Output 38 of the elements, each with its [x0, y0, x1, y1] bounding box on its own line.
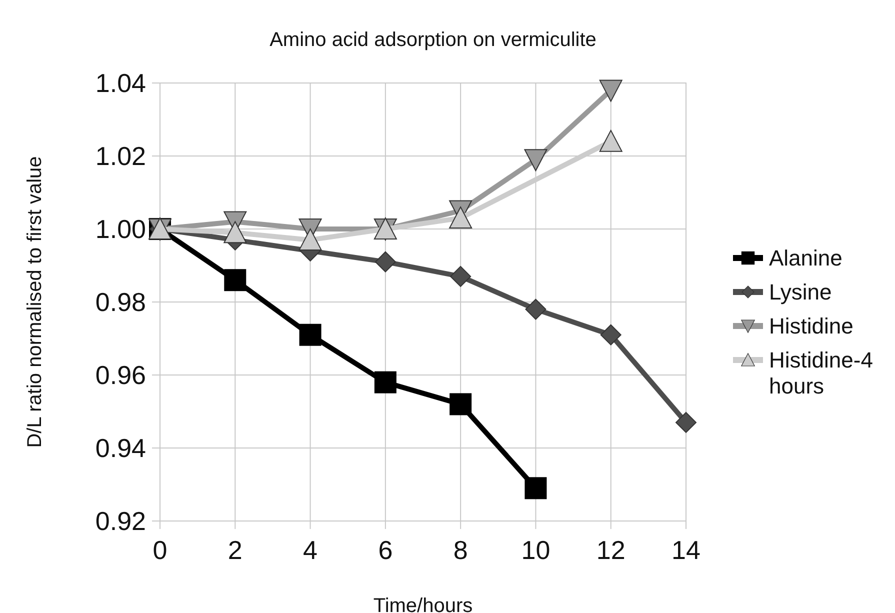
- y-tick-label: 1.04: [95, 68, 146, 98]
- legend-label: Histidine-4 hours: [769, 348, 873, 399]
- point: [525, 298, 546, 320]
- point: [676, 412, 696, 433]
- point: [599, 130, 622, 152]
- point: [449, 206, 472, 229]
- point: [299, 324, 322, 346]
- y-tick-label: 0.94: [95, 433, 146, 464]
- point: [524, 477, 547, 500]
- point: [450, 393, 472, 416]
- y-tick-label: 0.98: [95, 287, 146, 318]
- y-tick-label: 0.92: [95, 506, 146, 536]
- x-tick-label: 10: [521, 535, 550, 565]
- point: [298, 228, 322, 250]
- x-axis-title: Time/hours: [373, 595, 473, 613]
- chart-title: Amino acid adsorption on vermiculite: [270, 29, 596, 51]
- legend-label: Histidine: [769, 314, 854, 339]
- y-axis-title: D/L ratio normalised to first value: [24, 156, 46, 448]
- point: [224, 269, 246, 292]
- point: [374, 371, 396, 394]
- point: [524, 149, 548, 172]
- x-tick-label: 0: [152, 535, 168, 565]
- point: [450, 266, 472, 287]
- point: [224, 221, 247, 244]
- point: [599, 80, 622, 102]
- x-tick-label: 2: [228, 535, 242, 565]
- y-tick-label: 1.02: [95, 141, 146, 172]
- y-tick-label: 1.00: [95, 214, 146, 244]
- x-tick-label: 12: [596, 535, 626, 565]
- x-tick-label: 14: [672, 535, 700, 565]
- x-tick-label: 8: [453, 535, 468, 565]
- point: [374, 251, 396, 272]
- legend-label: Lysine: [769, 280, 832, 305]
- legend-label: Alanine: [769, 246, 842, 271]
- y-tick-label: 0.96: [95, 360, 146, 390]
- point: [600, 324, 622, 346]
- x-tick-label: 4: [303, 535, 318, 565]
- x-tick-label: 6: [378, 535, 393, 565]
